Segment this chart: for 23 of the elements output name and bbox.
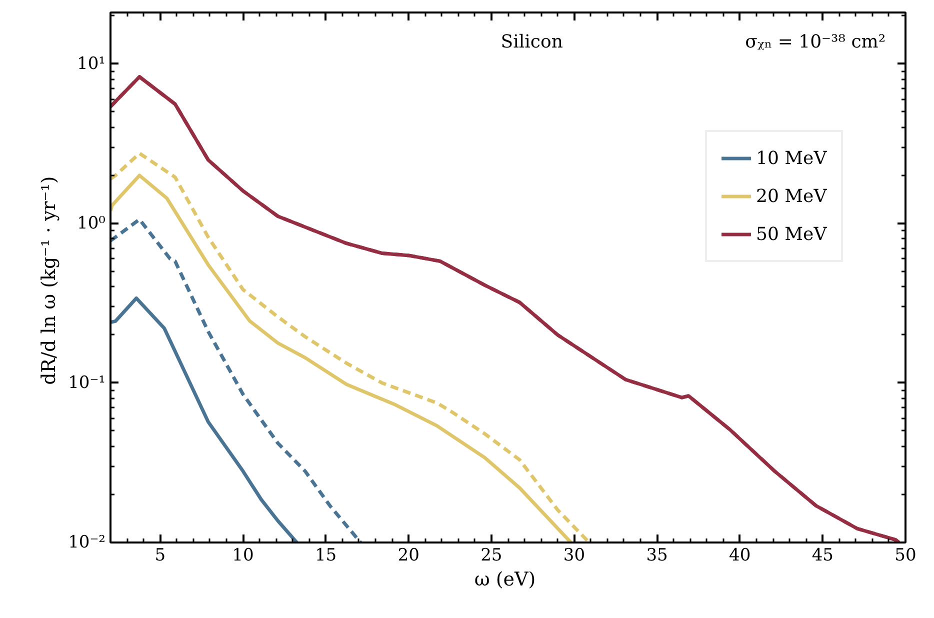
y-axis-title: dR/d ln ω (kg⁻¹ · yr⁻¹) (38, 176, 60, 385)
x-tick-label: 30 (563, 546, 586, 566)
x-tick-label: 10 (232, 546, 254, 566)
x-axis-title: ω (eV) (474, 568, 536, 590)
x-tick-label: 50 (894, 546, 916, 566)
y-tick-label: 10⁻² (68, 532, 106, 552)
legend-label: 50 MeV (756, 224, 827, 244)
x-tick-label: 20 (398, 546, 420, 566)
x-tick-label: 15 (314, 546, 337, 566)
x-tick-label: 35 (646, 546, 668, 566)
legend-label: 20 MeV (756, 186, 827, 206)
x-tick-label: 25 (480, 546, 502, 566)
legend-label: 10 MeV (756, 148, 827, 168)
annotation: Silicon (500, 32, 564, 52)
y-tick-label: 10⁰ (77, 213, 106, 234)
line-series (110, 218, 362, 542)
y-tick-label: 10⁻¹ (68, 372, 106, 393)
y-tick-label: 10¹ (77, 54, 106, 74)
annotation: σᵪₙ = 10⁻³⁸ cm² (745, 32, 886, 52)
line-series (110, 296, 299, 542)
x-tick-label: 5 (154, 546, 166, 566)
x-tick-label: 45 (812, 546, 834, 566)
x-tick-label: 40 (729, 546, 751, 566)
